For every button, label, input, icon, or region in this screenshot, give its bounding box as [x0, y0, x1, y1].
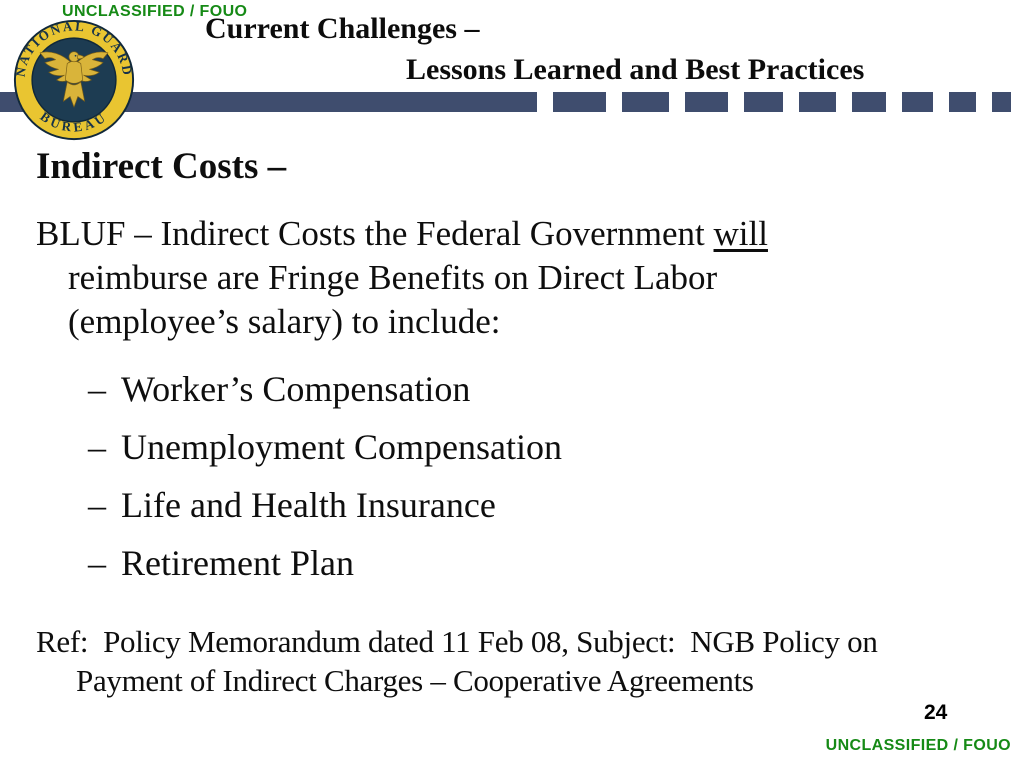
bullet-label: Unemployment Compensation	[121, 427, 562, 467]
classification-marking-top: UNCLASSIFIED / FOUO	[62, 3, 248, 20]
divider-dash	[852, 92, 886, 112]
classification-marking-bottom: UNCLASSIFIED / FOUO	[825, 737, 1011, 754]
section-heading: Indirect Costs –	[36, 146, 287, 187]
divider-dash	[622, 92, 669, 112]
bullet-item: – Unemployment Compensation	[88, 426, 562, 468]
reference-line2: Payment of Indirect Charges – Cooperativ…	[76, 663, 754, 698]
accent-bar	[0, 92, 537, 112]
bullet-label: Retirement Plan	[121, 543, 354, 583]
reference-line1: Ref: Policy Memorandum dated 11 Feb 08, …	[36, 624, 878, 659]
bullet-dash: –	[88, 427, 106, 467]
divider-dash	[553, 92, 606, 112]
bullet-dash: –	[88, 543, 106, 583]
divider-dash	[949, 92, 976, 112]
bullet-label: Life and Health Insurance	[121, 485, 496, 525]
accent-bar-dashes	[537, 92, 1024, 112]
eagle-icon	[39, 51, 109, 108]
bullet-item: – Life and Health Insurance	[88, 484, 496, 526]
bullet-dash: –	[88, 369, 106, 409]
divider-dash	[685, 92, 728, 112]
bluf-line3: (employee’s salary) to include:	[68, 302, 501, 341]
bluf-line2: reimburse are Fringe Benefits on Direct …	[68, 258, 718, 297]
divider-dash	[744, 92, 783, 112]
page-number: 24	[924, 701, 948, 724]
bluf-underlined-word: will	[713, 214, 768, 253]
divider-dash	[992, 92, 1011, 112]
divider-dash	[902, 92, 933, 112]
divider-dash	[799, 92, 836, 112]
bluf-line1: BLUF – Indirect Costs the Federal Govern…	[36, 214, 768, 254]
bullet-item: – Worker’s Compensation	[88, 368, 470, 410]
bullet-item: – Retirement Plan	[88, 542, 354, 584]
bullet-dash: –	[88, 485, 106, 525]
bullet-label: Worker’s Compensation	[121, 369, 471, 409]
slide-title-line2: Lessons Learned and Best Practices	[406, 53, 865, 86]
national-guard-bureau-seal-logo: NATIONAL GUARD BUREAU	[12, 18, 135, 141]
bluf-line1-text: BLUF – Indirect Costs the Federal Govern…	[36, 214, 714, 253]
slide-title-line1: Current Challenges –	[205, 12, 480, 45]
